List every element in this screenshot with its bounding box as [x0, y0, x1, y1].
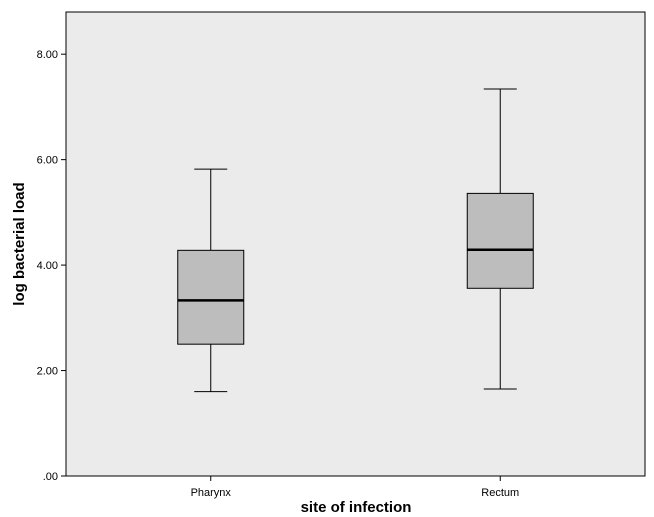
x-axis-title: site of infection [301, 499, 412, 516]
x-tick-label: Pharynx [191, 487, 232, 499]
x-axis: Pharynx Rectum [191, 476, 519, 499]
x-tick-label: Rectum [481, 487, 519, 499]
y-axis-title: log bacterial load [11, 182, 28, 305]
y-axis: .00 2.00 4.00 6.00 8.00 [37, 49, 66, 483]
y-tick-label: 2.00 [37, 366, 58, 378]
y-tick-label: 8.00 [37, 49, 58, 61]
box-rectum [466, 88, 534, 390]
iqr-box [466, 192, 534, 289]
y-tick-label: 6.00 [37, 155, 58, 167]
y-tick-label: 4.00 [37, 260, 58, 272]
box-pharynx [177, 168, 245, 393]
boxes-group [177, 88, 534, 393]
y-tick-label: .00 [43, 471, 58, 483]
plot-area [65, 11, 646, 477]
iqr-box [177, 249, 245, 345]
